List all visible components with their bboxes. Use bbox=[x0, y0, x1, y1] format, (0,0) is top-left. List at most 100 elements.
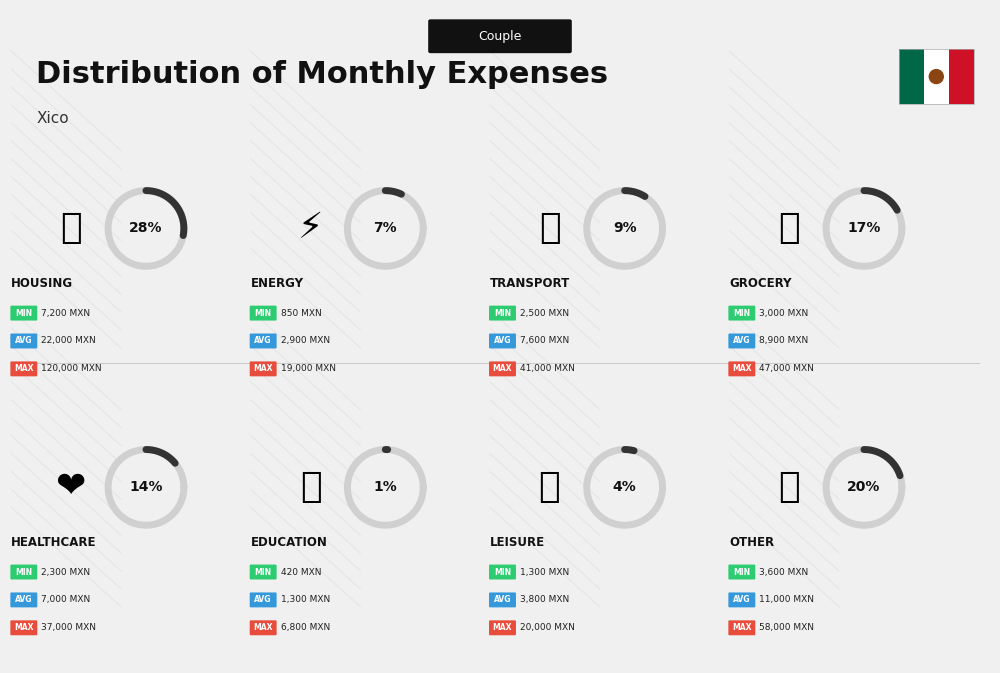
Text: 4%: 4% bbox=[613, 481, 637, 495]
FancyBboxPatch shape bbox=[250, 361, 277, 376]
Text: MIN: MIN bbox=[255, 567, 272, 577]
Text: 7%: 7% bbox=[374, 221, 397, 236]
Text: 28%: 28% bbox=[129, 221, 163, 236]
Text: 37,000 MXN: 37,000 MXN bbox=[41, 623, 96, 633]
FancyBboxPatch shape bbox=[728, 565, 755, 579]
Text: 🎓: 🎓 bbox=[300, 470, 321, 504]
Text: 7,000 MXN: 7,000 MXN bbox=[41, 596, 91, 604]
Text: AVG: AVG bbox=[733, 336, 751, 345]
Text: 22,000 MXN: 22,000 MXN bbox=[41, 336, 96, 345]
FancyBboxPatch shape bbox=[10, 361, 37, 376]
Text: 20,000 MXN: 20,000 MXN bbox=[520, 623, 575, 633]
Text: 1%: 1% bbox=[373, 481, 397, 495]
FancyBboxPatch shape bbox=[728, 306, 755, 320]
FancyBboxPatch shape bbox=[728, 621, 755, 635]
FancyBboxPatch shape bbox=[489, 361, 516, 376]
Text: 19,000 MXN: 19,000 MXN bbox=[281, 364, 336, 374]
Text: 2,300 MXN: 2,300 MXN bbox=[41, 567, 90, 577]
Text: 2,900 MXN: 2,900 MXN bbox=[281, 336, 330, 345]
Text: MIN: MIN bbox=[733, 567, 750, 577]
Text: MIN: MIN bbox=[494, 309, 511, 318]
Text: AVG: AVG bbox=[494, 596, 511, 604]
Text: 20%: 20% bbox=[847, 481, 881, 495]
FancyBboxPatch shape bbox=[250, 592, 277, 607]
Text: 17%: 17% bbox=[847, 221, 881, 236]
Text: AVG: AVG bbox=[15, 336, 33, 345]
FancyBboxPatch shape bbox=[10, 592, 37, 607]
Text: MAX: MAX bbox=[14, 623, 34, 633]
FancyBboxPatch shape bbox=[924, 49, 949, 104]
Text: AVG: AVG bbox=[254, 596, 272, 604]
FancyBboxPatch shape bbox=[10, 565, 37, 579]
Text: 🚌: 🚌 bbox=[539, 211, 561, 246]
Text: ENERGY: ENERGY bbox=[251, 277, 304, 289]
FancyBboxPatch shape bbox=[250, 621, 277, 635]
FancyBboxPatch shape bbox=[10, 306, 37, 320]
Text: Xico: Xico bbox=[36, 112, 69, 127]
Text: 3,000 MXN: 3,000 MXN bbox=[759, 309, 809, 318]
Text: 3,600 MXN: 3,600 MXN bbox=[759, 567, 809, 577]
Text: MIN: MIN bbox=[15, 309, 32, 318]
Text: MIN: MIN bbox=[494, 567, 511, 577]
Text: Couple: Couple bbox=[478, 30, 522, 43]
Text: TRANSPORT: TRANSPORT bbox=[490, 277, 570, 289]
Text: MAX: MAX bbox=[732, 623, 752, 633]
Text: ⚡: ⚡ bbox=[298, 211, 323, 246]
Text: 41,000 MXN: 41,000 MXN bbox=[520, 364, 575, 374]
Text: 🏢: 🏢 bbox=[60, 211, 82, 246]
FancyBboxPatch shape bbox=[250, 334, 277, 349]
Text: 14%: 14% bbox=[129, 481, 163, 495]
Text: HEALTHCARE: HEALTHCARE bbox=[11, 536, 97, 548]
FancyBboxPatch shape bbox=[728, 592, 755, 607]
Text: GROCERY: GROCERY bbox=[729, 277, 792, 289]
FancyBboxPatch shape bbox=[949, 49, 974, 104]
Text: MAX: MAX bbox=[732, 364, 752, 374]
Text: AVG: AVG bbox=[254, 336, 272, 345]
Text: HOUSING: HOUSING bbox=[11, 277, 73, 289]
Text: MAX: MAX bbox=[14, 364, 34, 374]
Text: 6,800 MXN: 6,800 MXN bbox=[281, 623, 330, 633]
FancyBboxPatch shape bbox=[10, 621, 37, 635]
Text: 👜: 👜 bbox=[778, 470, 800, 504]
Text: Distribution of Monthly Expenses: Distribution of Monthly Expenses bbox=[36, 60, 608, 89]
Text: 11,000 MXN: 11,000 MXN bbox=[759, 596, 814, 604]
FancyBboxPatch shape bbox=[728, 361, 755, 376]
Text: ❤️: ❤️ bbox=[56, 470, 86, 504]
Text: 7,600 MXN: 7,600 MXN bbox=[520, 336, 569, 345]
Text: 1,300 MXN: 1,300 MXN bbox=[520, 567, 569, 577]
Text: AVG: AVG bbox=[494, 336, 511, 345]
Text: 3,800 MXN: 3,800 MXN bbox=[520, 596, 569, 604]
Text: 47,000 MXN: 47,000 MXN bbox=[759, 364, 814, 374]
Text: MIN: MIN bbox=[255, 309, 272, 318]
Text: OTHER: OTHER bbox=[729, 536, 774, 548]
Text: MAX: MAX bbox=[493, 364, 512, 374]
FancyBboxPatch shape bbox=[489, 592, 516, 607]
FancyBboxPatch shape bbox=[489, 621, 516, 635]
Text: 120,000 MXN: 120,000 MXN bbox=[41, 364, 102, 374]
Text: 7,200 MXN: 7,200 MXN bbox=[41, 309, 90, 318]
Circle shape bbox=[929, 69, 943, 83]
Text: 420 MXN: 420 MXN bbox=[281, 567, 321, 577]
FancyBboxPatch shape bbox=[428, 20, 572, 53]
Text: MAX: MAX bbox=[253, 364, 273, 374]
FancyBboxPatch shape bbox=[489, 306, 516, 320]
Text: 🛒: 🛒 bbox=[778, 211, 800, 246]
Text: LEISURE: LEISURE bbox=[490, 536, 545, 548]
Text: AVG: AVG bbox=[733, 596, 751, 604]
FancyBboxPatch shape bbox=[728, 334, 755, 349]
Text: MAX: MAX bbox=[253, 623, 273, 633]
Text: MIN: MIN bbox=[15, 567, 32, 577]
FancyBboxPatch shape bbox=[10, 334, 37, 349]
Text: 9%: 9% bbox=[613, 221, 636, 236]
FancyBboxPatch shape bbox=[489, 334, 516, 349]
Text: MIN: MIN bbox=[733, 309, 750, 318]
FancyBboxPatch shape bbox=[899, 49, 924, 104]
Text: AVG: AVG bbox=[15, 596, 33, 604]
Text: 58,000 MXN: 58,000 MXN bbox=[759, 623, 814, 633]
Text: EDUCATION: EDUCATION bbox=[251, 536, 328, 548]
Text: 🛍️: 🛍️ bbox=[539, 470, 561, 504]
Text: 850 MXN: 850 MXN bbox=[281, 309, 321, 318]
FancyBboxPatch shape bbox=[489, 565, 516, 579]
Text: 1,300 MXN: 1,300 MXN bbox=[281, 596, 330, 604]
Text: 8,900 MXN: 8,900 MXN bbox=[759, 336, 809, 345]
